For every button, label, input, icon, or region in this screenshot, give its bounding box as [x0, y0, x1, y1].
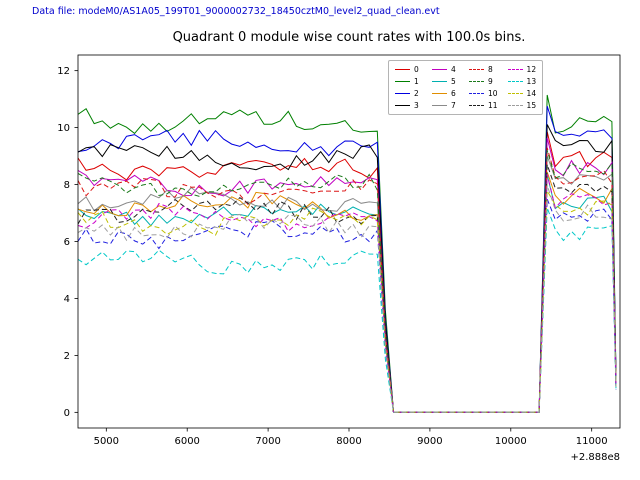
- legend-label-6: 6: [451, 89, 456, 98]
- legend-item-0: 0: [395, 64, 422, 75]
- legend-item-4: 4: [432, 64, 459, 75]
- y-tick-label: 0: [64, 408, 70, 419]
- legend-item-9: 9: [469, 76, 498, 87]
- legend-label-9: 9: [488, 77, 493, 86]
- legend-line-sample-15: [507, 105, 523, 106]
- series-line-12: [78, 174, 617, 413]
- y-tick-label: 8: [64, 180, 70, 191]
- legend-line-sample-12: [507, 69, 523, 70]
- legend-line-sample-10: [469, 93, 484, 94]
- y-axis: 0 2 4 6 8 10 12: [57, 66, 78, 419]
- legend-label-12: 12: [526, 65, 537, 74]
- legend-label-10: 10: [488, 89, 498, 98]
- legend-label-3: 3: [414, 101, 419, 110]
- x-tick-label: 9000: [417, 436, 442, 447]
- legend-label-11: 11: [488, 101, 498, 110]
- series-line-0: [78, 131, 617, 413]
- x-axis-offset-label: +2.888e8: [570, 452, 620, 463]
- series-lines: [78, 94, 617, 413]
- legend-line-sample-3: [395, 105, 410, 106]
- series-line-6: [78, 171, 617, 413]
- y-tick-label: 10: [57, 123, 70, 134]
- y-tick-label: 2: [64, 351, 70, 362]
- legend-line-sample-6: [432, 93, 447, 94]
- x-tick-label: 7000: [255, 436, 280, 447]
- y-tick-label: 4: [64, 294, 70, 305]
- legend-item-2: 2: [395, 88, 422, 99]
- legend-label-8: 8: [488, 65, 493, 74]
- series-line-5: [78, 174, 617, 413]
- x-tick-label: 6000: [174, 436, 199, 447]
- legend-label-2: 2: [414, 89, 419, 98]
- x-axis: 5000 6000 7000 8000 9000 10000 11000: [94, 428, 608, 447]
- legend-line-sample-11: [469, 105, 484, 106]
- legend-item-5: 5: [432, 76, 459, 87]
- plot-title: Quadrant 0 module wise count rates with …: [173, 30, 526, 45]
- legend-line-sample-9: [469, 81, 484, 82]
- legend-item-10: 10: [469, 88, 498, 99]
- data-file-header: Data file: modeM0/AS1A05_199T01_90000027…: [32, 6, 440, 17]
- legend-label-1: 1: [414, 77, 419, 86]
- legend-label-0: 0: [414, 65, 419, 74]
- legend-line-sample-8: [469, 69, 484, 70]
- legend-line-sample-4: [432, 69, 447, 70]
- legend-line-sample-0: [395, 69, 410, 70]
- x-tick-label: 10000: [495, 436, 527, 447]
- legend-line-sample-5: [432, 81, 447, 82]
- y-tick-label: 6: [64, 237, 70, 248]
- legend-item-11: 11: [469, 100, 498, 111]
- series-line-13: [78, 207, 617, 413]
- legend-line-sample-2: [395, 93, 410, 94]
- series-line-7: [78, 155, 617, 413]
- legend-item-6: 6: [432, 88, 459, 99]
- legend-line-sample-7: [432, 105, 447, 106]
- legend-item-7: 7: [432, 100, 459, 111]
- x-tick-label: 8000: [336, 436, 361, 447]
- legend-item-8: 8: [469, 64, 498, 75]
- legend-label-14: 14: [526, 89, 537, 98]
- legend-label-7: 7: [451, 101, 456, 110]
- series-line-9: [78, 150, 617, 413]
- series-line-4: [78, 137, 617, 413]
- legend-label-4: 4: [451, 65, 456, 74]
- legend-label-15: 15: [526, 101, 537, 110]
- legend-line-sample-14: [507, 93, 523, 94]
- x-tick-label: 11000: [576, 436, 608, 447]
- legend: 0 1 2 3 4 5 6 7 8 9 10 11 12 13 14 15: [388, 60, 544, 115]
- legend-item-3: 3: [395, 100, 422, 111]
- series-line-8: [78, 147, 617, 413]
- legend-label-5: 5: [451, 77, 456, 86]
- series-line-3: [78, 124, 617, 413]
- series-line-2: [78, 105, 617, 413]
- series-line-15: [78, 185, 617, 413]
- legend-label-13: 13: [526, 77, 537, 86]
- legend-item-12: 12: [507, 64, 537, 75]
- legend-item-15: 15: [507, 100, 537, 111]
- legend-item-1: 1: [395, 76, 422, 87]
- legend-line-sample-1: [395, 81, 410, 82]
- legend-item-13: 13: [507, 76, 537, 87]
- y-tick-label: 12: [57, 66, 70, 77]
- legend-line-sample-13: [507, 81, 523, 82]
- legend-item-14: 14: [507, 88, 537, 99]
- x-tick-label: 5000: [94, 436, 119, 447]
- series-line-1: [78, 94, 617, 413]
- series-line-10: [78, 198, 617, 413]
- series-line-14: [78, 189, 617, 413]
- series-line-11: [78, 164, 617, 413]
